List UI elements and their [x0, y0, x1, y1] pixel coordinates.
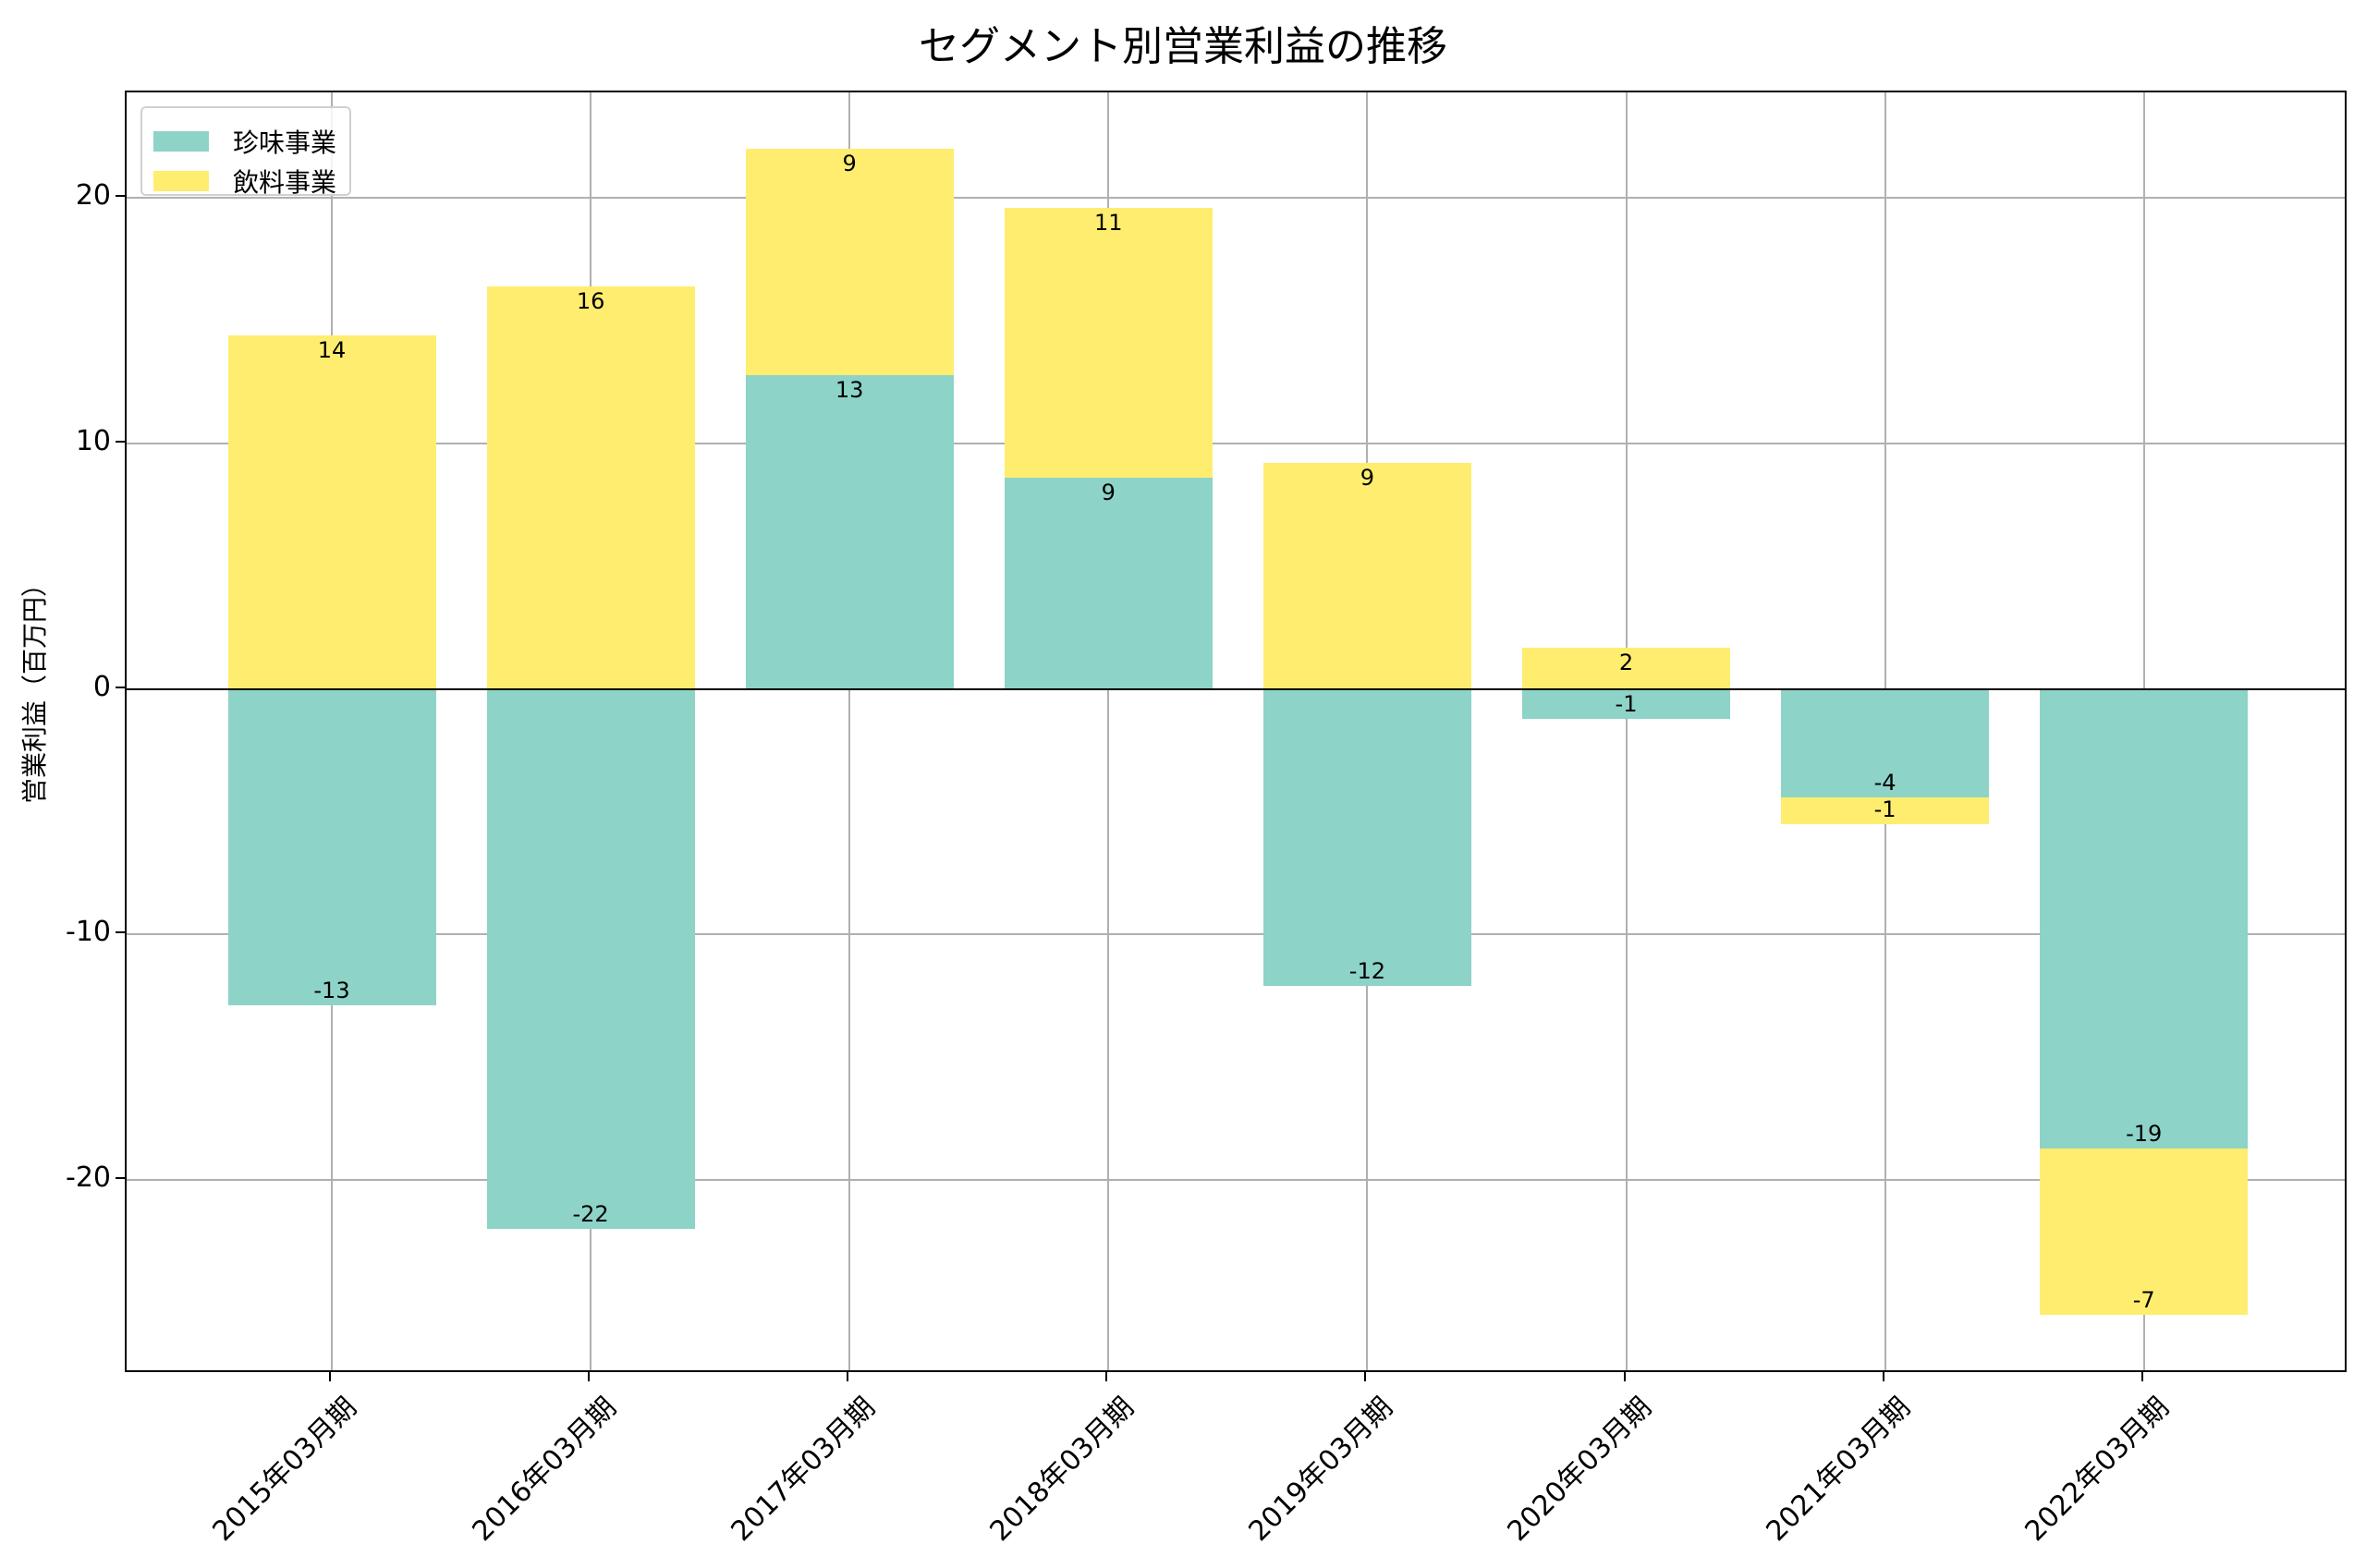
bar-value-label: -13: [313, 978, 350, 1004]
x-tick-label: 2020年03月期: [1501, 1391, 1658, 1549]
bar-value-label: 14: [317, 337, 347, 364]
legend-label: 珍味事業: [233, 128, 337, 158]
y-tick-label: 20: [75, 179, 111, 213]
x-tick-mark: [1623, 1372, 1626, 1381]
y-tick-label: -20: [66, 1161, 111, 1195]
x-tick-label: 2021年03月期: [1760, 1391, 1918, 1549]
x-tick-mark: [847, 1372, 849, 1381]
bar-chinmi: [1781, 688, 1990, 797]
y-axis-label: 営業利益（百万円）: [19, 570, 50, 805]
x-tick-label: 2018年03月期: [983, 1391, 1140, 1549]
bar-value-label: -7: [2132, 1287, 2155, 1314]
x-tick-mark: [1882, 1372, 1884, 1381]
bar-chinmi: [1004, 478, 1213, 689]
gridline-vertical: [1107, 92, 1110, 1370]
bar-value-label: -1: [1615, 690, 1638, 717]
bar-value-label: 2: [1618, 649, 1634, 675]
y-tick-mark: [116, 686, 125, 688]
gridline-vertical: [1625, 92, 1628, 1370]
y-tick-mark: [116, 195, 125, 198]
legend: 珍味事業 飲料事業: [140, 106, 351, 198]
y-tick-label: 10: [75, 424, 111, 457]
y-tick-label: 0: [92, 670, 111, 703]
bar-value-label: 9: [842, 151, 857, 177]
bar-value-label: -19: [2126, 1120, 2163, 1147]
legend-label: 飲料事業: [233, 167, 337, 198]
bar-value-label: -1: [1873, 796, 1896, 822]
bar-chinmi: [486, 688, 695, 1230]
x-tick-label: 2022年03月期: [2018, 1391, 2177, 1549]
bar-beverage: [1781, 796, 1990, 824]
x-tick-mark: [588, 1372, 591, 1381]
bar-beverage: [1522, 647, 1730, 689]
gridline-horizontal: [127, 933, 2345, 936]
bar-beverage: [1262, 463, 1471, 689]
plot-area: -13 14 -22 16 13 9 9 11 -12 9 -1 2 -4 -1 -19 -7 珍味事業 飲料…: [125, 91, 2347, 1372]
bar-beverage: [1004, 207, 1213, 479]
zero-line: [127, 687, 2345, 690]
bar-chinmi: [1262, 688, 1471, 987]
bar-beverage: [227, 335, 436, 689]
bar-value-label: -4: [1873, 769, 1896, 796]
gridline-horizontal: [127, 442, 2345, 444]
x-tick-mark: [1364, 1372, 1367, 1381]
bar-chinmi: [1522, 688, 1730, 719]
bar-beverage: [745, 149, 954, 375]
bar-value-label: -22: [572, 1201, 609, 1228]
y-tick-mark: [116, 1177, 125, 1180]
y-tick-mark: [116, 931, 125, 934]
bar-chinmi: [2040, 688, 2249, 1149]
bar-chinmi: [227, 688, 436, 1006]
bar-beverage: [486, 286, 695, 689]
y-tick-label: -10: [66, 916, 111, 949]
legend-swatch-chinmi: [153, 131, 209, 152]
bar-value-label: 13: [835, 376, 864, 403]
x-tick-label: 2016年03月期: [466, 1391, 623, 1549]
legend-swatch-beverage: [153, 171, 209, 191]
x-tick-mark: [2140, 1372, 2143, 1381]
legend-item-chinmi: 珍味事業: [153, 128, 336, 158]
x-tick-mark: [1105, 1372, 1108, 1381]
gridline-horizontal: [127, 197, 2345, 200]
bar-value-label: 16: [576, 287, 605, 314]
x-tick-label: 2017年03月期: [725, 1391, 882, 1549]
gridline-vertical: [848, 92, 851, 1370]
y-tick-mark: [116, 440, 125, 443]
bar-value-label: 9: [1101, 480, 1116, 506]
chart-title: セグメント別営業利益の推移: [919, 23, 1447, 70]
x-tick-label: 2019年03月期: [1242, 1391, 1399, 1549]
bar-value-label: 9: [1360, 465, 1375, 492]
bar-beverage: [2040, 1148, 2249, 1316]
x-tick-mark: [329, 1372, 331, 1381]
bar-chinmi: [745, 374, 954, 689]
bar-value-label: 11: [1094, 209, 1123, 236]
gridline-horizontal: [127, 1179, 2345, 1182]
x-tick-label: 2015年03月期: [207, 1391, 364, 1549]
legend-item-beverage: 飲料事業: [153, 167, 336, 198]
bar-value-label: -12: [1348, 958, 1385, 985]
